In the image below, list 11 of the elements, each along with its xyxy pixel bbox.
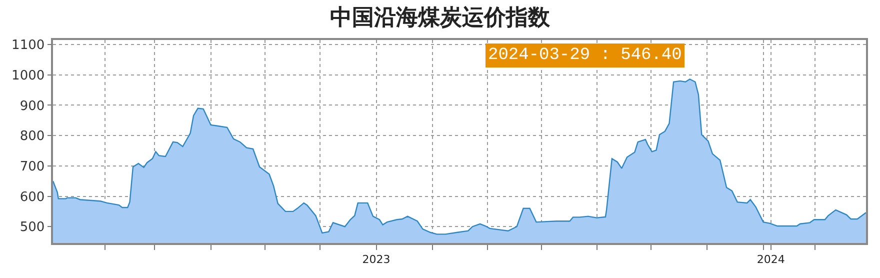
y-tick-label: 600 bbox=[20, 190, 45, 205]
y-tick-label: 1100 bbox=[12, 38, 45, 54]
y-tick-label: 700 bbox=[20, 159, 45, 174]
annotation: 2024-03-29 : 546.40 bbox=[488, 46, 682, 65]
x-tick-label: 2024 bbox=[756, 252, 785, 266]
chart-title: 中国沿海煤炭运价指数 bbox=[330, 4, 551, 30]
y-tick-label: 1000 bbox=[12, 68, 45, 84]
y-tick-label: 900 bbox=[20, 98, 45, 114]
x-tick-label: 2023 bbox=[362, 252, 390, 266]
y-tick-label: 800 bbox=[20, 129, 45, 144]
y-tick-label: 500 bbox=[20, 220, 45, 236]
